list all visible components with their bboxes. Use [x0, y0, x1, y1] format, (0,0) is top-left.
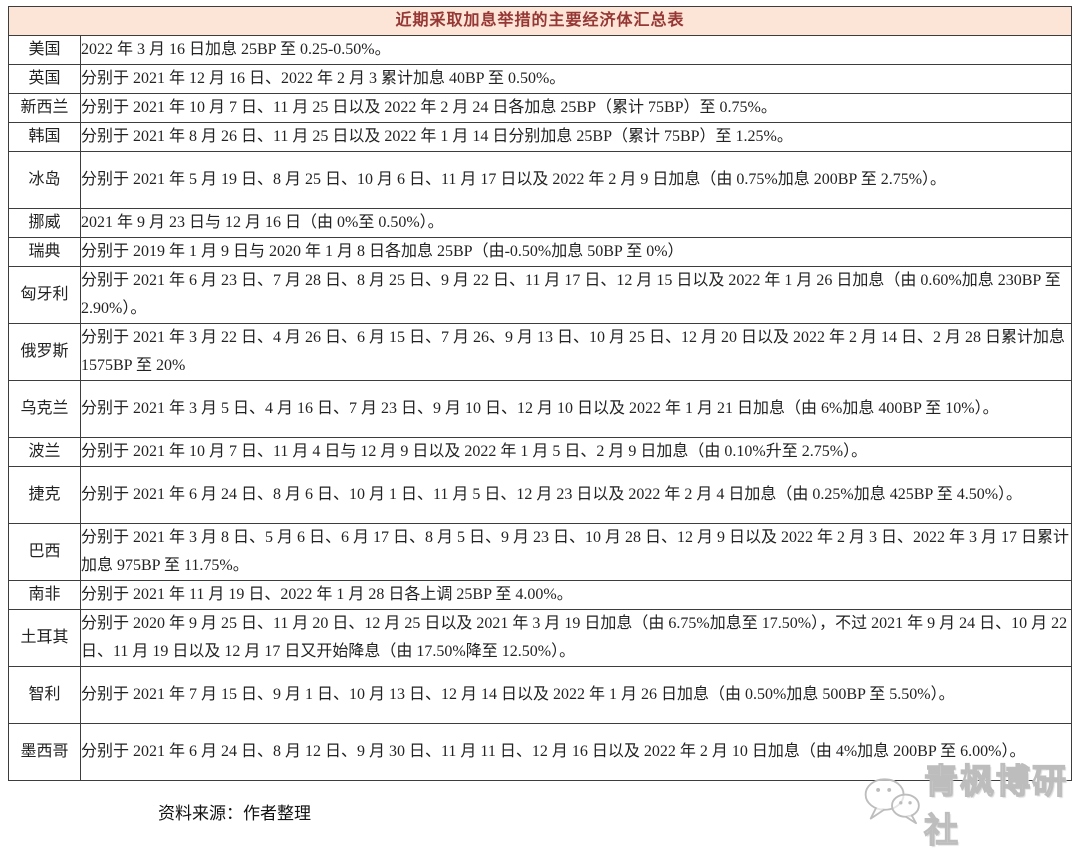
- detail-cell: 分别于 2021 年 3 月 22 日、4 月 26 日、6 月 15 日、7 …: [80, 323, 1072, 381]
- country-cell: 捷克: [8, 466, 81, 524]
- table-row: 俄罗斯 分别于 2021 年 3 月 22 日、4 月 26 日、6 月 15 …: [8, 323, 1072, 381]
- detail-cell: 分别于 2021 年 6 月 23 日、7 月 28 日、8 月 25 日、9 …: [80, 266, 1072, 324]
- detail-cell: 分别于 2021 年 10 月 7 日、11 月 25 日以及 2022 年 2…: [80, 93, 1072, 123]
- table-row: 韩国 分别于 2021 年 8 月 26 日、11 月 25 日以及 2022 …: [8, 122, 1072, 152]
- country-cell: 土耳其: [8, 609, 81, 667]
- table-row: 新西兰 分别于 2021 年 10 月 7 日、11 月 25 日以及 2022…: [8, 93, 1072, 123]
- table-row: 乌克兰 分别于 2021 年 3 月 5 日、4 月 16 日、7 月 23 日…: [8, 380, 1072, 438]
- table-row: 美国 2022 年 3 月 16 日加息 25BP 至 0.25-0.50%。: [8, 35, 1072, 65]
- detail-cell: 2022 年 3 月 16 日加息 25BP 至 0.25-0.50%。: [80, 35, 1072, 65]
- table-row: 瑞典 分别于 2019 年 1 月 9 日与 2020 年 1 月 8 日各加息…: [8, 237, 1072, 267]
- table-row: 巴西 分别于 2021 年 3 月 8 日、5 月 6 日、6 月 17 日、8…: [8, 523, 1072, 581]
- country-cell: 美国: [8, 35, 81, 65]
- table-title-row: 近期采取加息举措的主要经济体汇总表: [8, 6, 1072, 36]
- table-row: 挪威 2021 年 9 月 23 日与 12 月 16 日（由 0%至 0.50…: [8, 208, 1072, 238]
- detail-cell: 分别于 2021 年 11 月 19 日、2022 年 1 月 28 日各上调 …: [80, 580, 1072, 610]
- table-row: 波兰 分别于 2021 年 10 月 7 日、11 月 4 日与 12 月 9 …: [8, 437, 1072, 467]
- country-cell: 匈牙利: [8, 266, 81, 324]
- table-row: 匈牙利 分别于 2021 年 6 月 23 日、7 月 28 日、8 月 25 …: [8, 266, 1072, 324]
- table-row: 英国 分别于 2021 年 12 月 16 日、2022 年 2 月 3 累计加…: [8, 64, 1072, 94]
- country-cell: 俄罗斯: [8, 323, 81, 381]
- table-row: 冰岛 分别于 2021 年 5 月 19 日、8 月 25 日、10 月 6 日…: [8, 151, 1072, 209]
- table-row: 土耳其 分别于 2020 年 9 月 25 日、11 月 20 日、12 月 2…: [8, 609, 1072, 667]
- country-cell: 冰岛: [8, 151, 81, 209]
- detail-cell: 分别于 2020 年 9 月 25 日、11 月 20 日、12 月 25 日以…: [80, 609, 1072, 667]
- detail-cell: 分别于 2021 年 10 月 7 日、11 月 4 日与 12 月 9 日以及…: [80, 437, 1072, 467]
- country-cell: 英国: [8, 64, 81, 94]
- detail-cell: 分别于 2021 年 12 月 16 日、2022 年 2 月 3 累计加息 4…: [80, 64, 1072, 94]
- country-cell: 乌克兰: [8, 380, 81, 438]
- detail-cell: 分别于 2021 年 8 月 26 日、11 月 25 日以及 2022 年 1…: [80, 122, 1072, 152]
- detail-cell: 分别于 2021 年 7 月 15 日、9 月 1 日、10 月 13 日、12…: [80, 666, 1072, 724]
- detail-cell: 分别于 2021 年 6 月 24 日、8 月 12 日、9 月 30 日、11…: [80, 723, 1072, 781]
- detail-cell: 分别于 2021 年 5 月 19 日、8 月 25 日、10 月 6 日、11…: [80, 151, 1072, 209]
- detail-cell: 分别于 2021 年 3 月 5 日、4 月 16 日、7 月 23 日、9 月…: [80, 380, 1072, 438]
- detail-cell: 2021 年 9 月 23 日与 12 月 16 日（由 0%至 0.50%）。: [80, 208, 1072, 238]
- table-row: 捷克 分别于 2021 年 6 月 24 日、8 月 6 日、10 月 1 日、…: [8, 466, 1072, 524]
- country-cell: 巴西: [8, 523, 81, 581]
- table-row: 墨西哥 分别于 2021 年 6 月 24 日、8 月 12 日、9 月 30 …: [8, 723, 1072, 781]
- country-cell: 新西兰: [8, 93, 81, 123]
- table-row: 南非 分别于 2021 年 11 月 19 日、2022 年 1 月 28 日各…: [8, 580, 1072, 610]
- country-cell: 墨西哥: [8, 723, 81, 781]
- table-row: 智利 分别于 2021 年 7 月 15 日、9 月 1 日、10 月 13 日…: [8, 666, 1072, 724]
- rate-hike-table: 近期采取加息举措的主要经济体汇总表 美国 2022 年 3 月 16 日加息 2…: [8, 6, 1072, 781]
- country-cell: 南非: [8, 580, 81, 610]
- source-note: 资料来源：作者整理: [158, 804, 311, 823]
- detail-cell: 分别于 2019 年 1 月 9 日与 2020 年 1 月 8 日各加息 25…: [80, 237, 1072, 267]
- wechat-icon: [862, 776, 922, 831]
- detail-cell: 分别于 2021 年 6 月 24 日、8 月 6 日、10 月 1 日、11 …: [80, 466, 1072, 524]
- country-cell: 波兰: [8, 437, 81, 467]
- country-cell: 挪威: [8, 208, 81, 238]
- country-cell: 韩国: [8, 122, 81, 152]
- country-cell: 瑞典: [8, 237, 81, 267]
- table-title: 近期采取加息举措的主要经济体汇总表: [8, 6, 1072, 36]
- country-cell: 智利: [8, 666, 81, 724]
- detail-cell: 分别于 2021 年 3 月 8 日、5 月 6 日、6 月 17 日、8 月 …: [80, 523, 1072, 581]
